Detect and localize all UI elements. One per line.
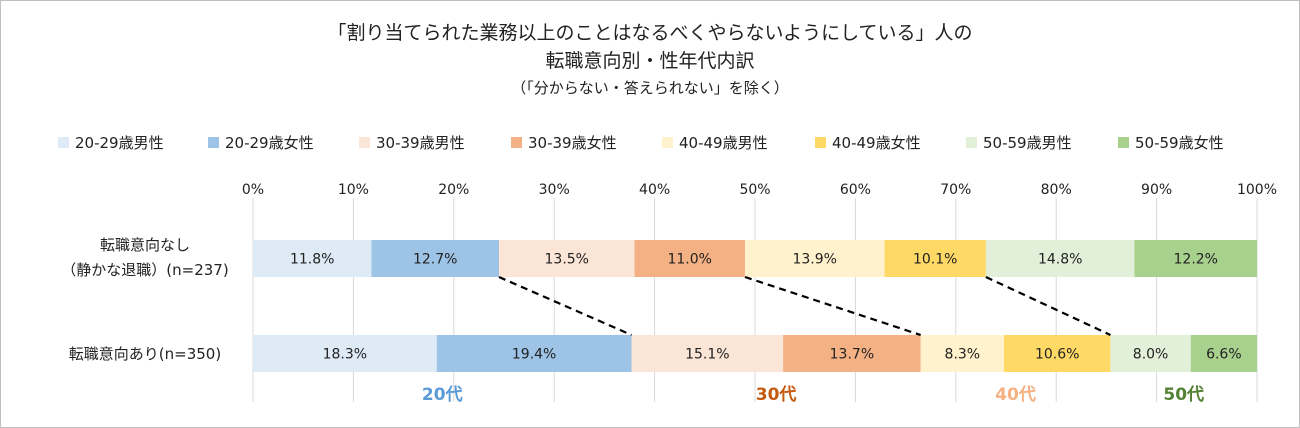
legend-swatch [1118, 136, 1129, 148]
category-label-no-intent: 転職意向なし （静かな退職）(n=237) [40, 233, 250, 283]
data-label: 13.9% [792, 252, 836, 268]
data-label: 6.6% [1206, 347, 1242, 363]
chart-title: 「割り当てられた業務以上のことはなるべくやらないようにしている」人の [327, 22, 973, 44]
age-group-label: 30代 [756, 384, 797, 405]
bar-segment [498, 240, 635, 277]
bar-segment [371, 240, 499, 277]
legend-item: 40-49歳女性 [815, 130, 921, 154]
legend-swatch [359, 136, 370, 148]
data-label: 12.7% [413, 252, 457, 268]
category-label-line1: 転職意向あり(n=350) [68, 345, 222, 363]
data-label: 19.4% [512, 347, 556, 363]
x-tick-label: 30% [539, 182, 570, 198]
bar-segment [1190, 335, 1257, 372]
x-tick-label: 100% [1237, 182, 1277, 198]
legend: 20-29歳男性 20-29歳女性 30-39歳男性 30-39歳女性 40-49歳男性… [0, 130, 1300, 154]
bar-segment [744, 240, 885, 277]
x-tick-label: 0% [242, 182, 264, 198]
bar-segment [1134, 240, 1257, 277]
legend-label: 20-29歳女性 [225, 133, 314, 152]
bar-segment [884, 240, 986, 277]
legend-swatch [662, 136, 673, 148]
bar-segment [920, 335, 1004, 372]
data-label: 12.2% [1174, 252, 1218, 268]
legend-item: 30-39歳男性 [359, 130, 465, 154]
legend-item: 20-29歳女性 [208, 130, 314, 154]
category-label-line1: 転職意向なし [99, 236, 190, 254]
bar-segment [985, 240, 1135, 277]
legend-label: 30-39歳男性 [376, 133, 465, 152]
legend-label: 40-49歳女性 [832, 133, 921, 152]
data-label: 11.0% [667, 252, 711, 268]
legend-swatch [58, 136, 69, 148]
chart-subtitle: （「分からない・答えられない」を除く） [511, 79, 789, 97]
legend-swatch [815, 136, 826, 148]
x-tick-label: 40% [639, 182, 670, 198]
data-label: 8.0% [1133, 347, 1169, 363]
bar-segment [253, 240, 372, 277]
legend-item: 20-29歳男性 [58, 130, 164, 154]
data-label: 10.6% [1035, 347, 1079, 363]
data-label: 13.7% [830, 347, 874, 363]
x-tick-label: 90% [1141, 182, 1172, 198]
data-label: 15.1% [685, 347, 729, 363]
category-label-with-intent: 転職意向あり(n=350) [40, 342, 250, 367]
legend-label: 50-59歳女性 [1135, 133, 1224, 152]
bar-segment [783, 335, 921, 372]
x-tick-label: 80% [1041, 182, 1072, 198]
chart-title-line2: 転職意向別・性年代内訳 [545, 50, 755, 72]
connector-line [744, 275, 922, 337]
bar-segment [253, 335, 437, 372]
data-label: 8.3% [945, 347, 981, 363]
legend-label: 40-49歳男性 [679, 133, 768, 152]
legend-item: 40-49歳男性 [662, 130, 768, 154]
bar-segment [631, 335, 784, 372]
bar-segment [634, 240, 745, 277]
data-label: 18.3% [323, 347, 367, 363]
legend-item: 50-59歳男性 [966, 130, 1072, 154]
x-tick-label: 20% [438, 182, 469, 198]
legend-item: 50-59歳女性 [1118, 130, 1224, 154]
legend-label: 20-29歳男性 [75, 133, 164, 152]
legend-label: 50-59歳男性 [983, 133, 1072, 152]
bar-segment [1110, 335, 1191, 372]
age-group-label: 40代 [995, 384, 1036, 405]
x-tick-label: 50% [739, 182, 770, 198]
x-tick-label: 70% [940, 182, 971, 198]
data-label: 10.1% [913, 252, 957, 268]
legend-swatch [966, 136, 977, 148]
connector-line [498, 275, 632, 337]
connector-line [985, 276, 1111, 336]
age-group-label: 20代 [422, 384, 463, 405]
age-group-label: 50代 [1163, 384, 1204, 405]
data-label: 14.8% [1038, 252, 1082, 268]
bar-segment [436, 335, 632, 372]
legend-swatch [511, 136, 522, 148]
legend-label: 30-39歳女性 [528, 133, 617, 152]
data-label: 13.5% [545, 252, 589, 268]
category-label-line2: （静かな退職）(n=237) [61, 261, 229, 279]
x-tick-label: 60% [840, 182, 871, 198]
x-tick-label: 10% [338, 182, 369, 198]
legend-swatch [208, 136, 219, 148]
data-label: 11.8% [290, 252, 334, 268]
bar-segment [1003, 335, 1111, 372]
legend-item: 30-39歳女性 [511, 130, 617, 154]
